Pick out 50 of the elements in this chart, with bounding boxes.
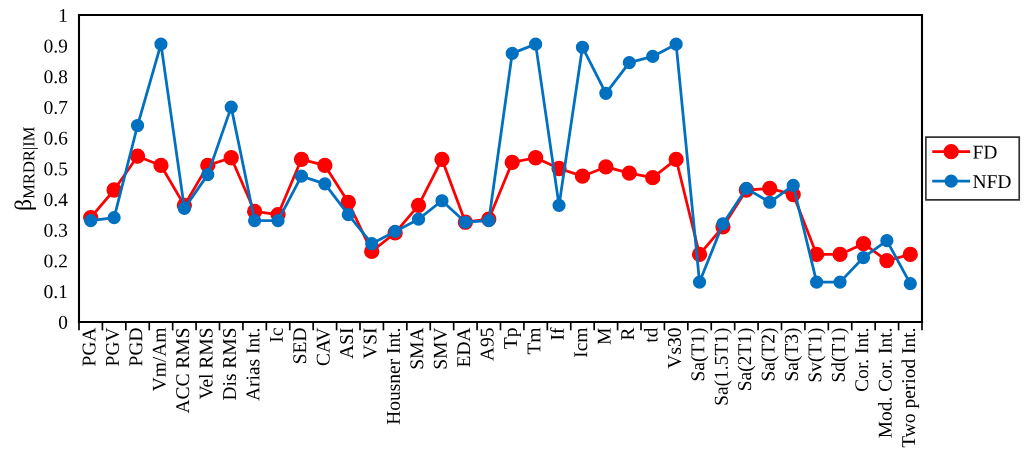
x-tick-label: Sa(T3) [784,328,803,381]
x-tick-label: VSI [363,328,377,359]
legend-label: NFD [973,175,1011,188]
x-tick-label: Sa(T1) [690,328,709,381]
y-tick-label: 0.7 [44,100,68,115]
x-tick-label: SMV [433,327,447,369]
x-tick-label: Sv(T1) [807,328,826,382]
x-tick-label: Sd(T1) [831,328,849,382]
x-tick-label: Sa(2T1) [737,328,756,390]
x-tick-label: R [621,327,634,340]
x-tick-label: Ic [269,328,283,342]
y-tick-label: 0.6 [44,131,68,145]
x-tick-label: PGD [129,328,143,366]
x-tick-label: Dis RMS [223,328,237,400]
y-axis-title: β$_{MRDR|IM}$ [14,127,38,210]
x-tick-label: Icm [574,327,588,358]
y-tick-label: 0.2 [44,254,67,268]
x-tick-label: ASI [340,328,354,359]
x-tick-label: Tm [527,327,541,355]
x-tick-label: Housner Int. [387,328,401,425]
y-tick-label: 0.9 [44,39,68,53]
y-tick-label: 0.4 [44,193,68,207]
x-tick-label: Tp [504,328,522,349]
x-tick-label: Two period Int. [901,328,920,448]
x-tick-label: M [597,328,611,345]
x-tick-label: ACC RMS [176,328,190,414]
y-tick-label: 0.5 [44,162,68,176]
y-tick-label: 1 [59,8,67,22]
y-tick-label: 0.8 [44,70,68,84]
y-tick-label: 0 [58,315,68,329]
legend-label: FD [973,145,997,159]
x-tick-label: Arias Int. [246,328,260,401]
x-tick-label: PGA [82,327,96,366]
x-tick-label: PGV [105,327,120,366]
y-tick-label: 0.3 [44,223,68,237]
x-tick-label: If [550,327,564,340]
x-tick-label: td [643,327,658,343]
x-tick-label: CAV [316,327,330,366]
x-tick-label: Sa(1.5T1) [714,328,732,405]
x-tick-label: Vm/Am [152,327,166,392]
x-tick-label: Mod. Cor. Int. [878,328,892,438]
x-tick-label: EDA [457,327,471,367]
y-tick-label: 0.1 [44,285,67,299]
x-tick-label: Vel RMS [198,328,213,400]
x-tick-label: Sa(T2) [760,328,779,381]
x-tick-label: A95 [480,328,494,361]
x-tick-label: Cor. Int. [855,328,869,392]
x-tick-label: SED [293,328,307,363]
x-tick-label: Vs30 [667,328,682,369]
x-tick-label: SMA [410,327,424,369]
